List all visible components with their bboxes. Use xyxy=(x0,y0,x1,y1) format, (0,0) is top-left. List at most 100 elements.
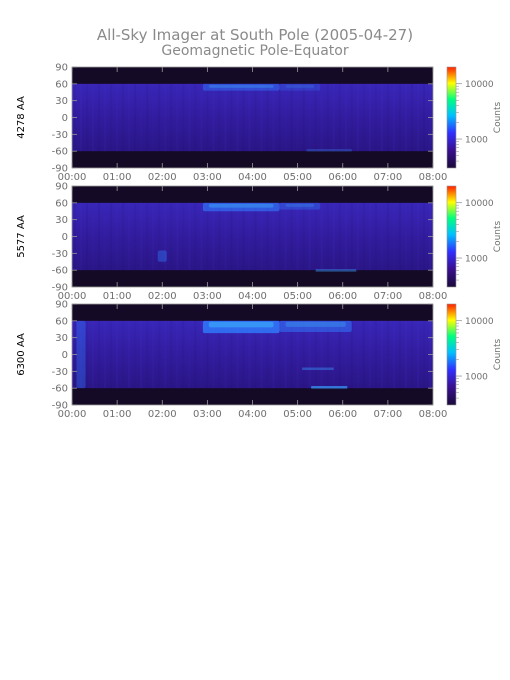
colorbar-label: Counts xyxy=(493,101,503,133)
striation xyxy=(392,83,395,152)
striation xyxy=(302,320,305,389)
striation xyxy=(266,202,269,271)
x-tick-label: 01:00 xyxy=(103,172,132,183)
x-tick-label: 04:00 xyxy=(238,291,267,302)
colorbar-frame xyxy=(446,66,457,169)
y-tick-label: 90 xyxy=(55,300,68,311)
striation xyxy=(176,320,179,389)
striation xyxy=(308,320,311,389)
striation xyxy=(278,83,281,152)
striation xyxy=(272,202,275,271)
striation xyxy=(140,83,143,152)
striation xyxy=(296,83,299,152)
x-tick-label: 03:00 xyxy=(193,409,222,420)
striation xyxy=(422,320,425,389)
x-tick-label: 01:00 xyxy=(103,291,132,302)
striation xyxy=(224,202,227,271)
emission-region xyxy=(202,83,280,91)
emission-streak xyxy=(311,386,348,389)
emission-streak xyxy=(306,149,352,152)
y-tick-label: -60 xyxy=(52,147,68,158)
striation xyxy=(326,83,329,152)
y-tick-label: -60 xyxy=(52,266,68,277)
y-tick-label: -30 xyxy=(52,249,68,260)
striation xyxy=(110,320,113,389)
striation xyxy=(218,202,221,271)
striation xyxy=(212,83,215,152)
colorbar xyxy=(447,304,456,405)
y-tick-label: 60 xyxy=(55,198,68,209)
striation xyxy=(290,202,293,271)
emission-core xyxy=(208,321,274,328)
striation xyxy=(248,320,251,389)
striation xyxy=(152,83,155,152)
striation xyxy=(314,83,317,152)
emission-core xyxy=(285,321,346,327)
colorbar-tick-label: 10000 xyxy=(465,317,494,327)
colorbar-tick-label: 10000 xyxy=(465,80,494,90)
striation xyxy=(260,83,263,152)
striation xyxy=(236,202,239,271)
striation xyxy=(284,320,287,389)
striation xyxy=(296,202,299,271)
emission-region xyxy=(76,320,86,389)
x-tick-label: 08:00 xyxy=(419,172,448,183)
striation xyxy=(338,320,341,389)
y-tick-label: -90 xyxy=(52,401,68,412)
striation xyxy=(362,202,365,271)
striation xyxy=(194,83,197,152)
y-axis-label: 6300 AA xyxy=(16,333,27,376)
striation xyxy=(338,83,341,152)
striation xyxy=(356,202,359,271)
striation xyxy=(80,83,83,152)
x-tick-label: 00:00 xyxy=(58,291,87,302)
figure-title: All-Sky Imager at South Pole (2005-04-27… xyxy=(97,26,413,44)
x-tick-label: 08:00 xyxy=(419,291,448,302)
colorbar xyxy=(447,186,456,287)
striation xyxy=(188,320,191,389)
striation xyxy=(374,320,377,389)
striation xyxy=(422,202,425,271)
striation xyxy=(368,202,371,271)
striation xyxy=(92,83,95,152)
y-tick-label: 90 xyxy=(55,182,68,193)
x-tick-label: 03:00 xyxy=(193,172,222,183)
x-tick-label: 04:00 xyxy=(238,409,267,420)
striation xyxy=(242,83,245,152)
striation xyxy=(194,320,197,389)
y-tick-label: 30 xyxy=(55,333,68,344)
striation xyxy=(368,320,371,389)
y-tick-label: -30 xyxy=(52,130,68,141)
striation xyxy=(302,83,305,152)
y-tick-label: 60 xyxy=(55,316,68,327)
striation xyxy=(218,83,221,152)
striation xyxy=(164,202,167,271)
y-tick-label: -90 xyxy=(52,164,68,175)
striation xyxy=(152,320,155,389)
striation xyxy=(254,83,257,152)
striation xyxy=(260,320,263,389)
striation xyxy=(386,83,389,152)
striation xyxy=(380,202,383,271)
striation xyxy=(332,320,335,389)
colorbar-frame xyxy=(446,303,457,406)
data-band xyxy=(72,202,433,271)
striation xyxy=(80,202,83,271)
striation xyxy=(200,320,203,389)
striation xyxy=(326,202,329,271)
striation xyxy=(380,320,383,389)
striation xyxy=(212,202,215,271)
striation xyxy=(146,202,149,271)
striation xyxy=(260,202,263,271)
striation xyxy=(404,320,407,389)
striation xyxy=(86,202,89,271)
y-tick-label: 30 xyxy=(55,215,68,226)
striation xyxy=(104,202,107,271)
striation xyxy=(416,320,419,389)
striation xyxy=(116,202,119,271)
x-tick-label: 01:00 xyxy=(103,409,132,420)
emission-region xyxy=(157,250,167,262)
emission-core xyxy=(208,84,274,88)
